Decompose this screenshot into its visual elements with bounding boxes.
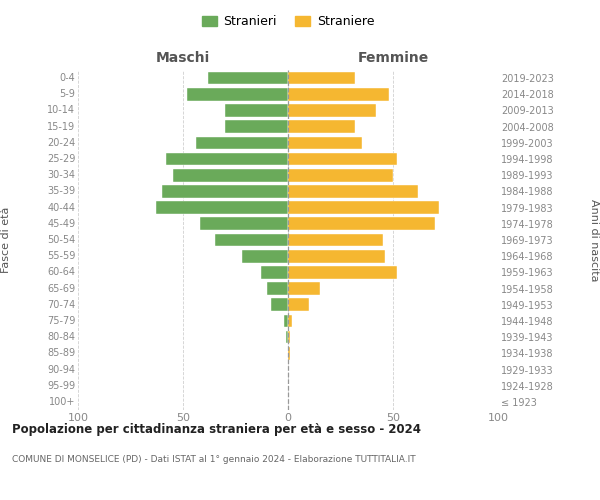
Bar — [173, 169, 288, 181]
Bar — [288, 185, 418, 198]
Bar — [288, 152, 397, 166]
Bar — [288, 347, 290, 360]
Bar — [286, 331, 288, 344]
Bar — [166, 152, 288, 166]
Bar — [288, 202, 439, 214]
Bar — [288, 136, 361, 149]
Bar — [288, 104, 376, 117]
Bar — [200, 218, 288, 230]
Bar — [162, 185, 288, 198]
Text: Anni di nascita: Anni di nascita — [589, 198, 599, 281]
Bar — [288, 250, 385, 262]
Bar — [288, 234, 383, 246]
Bar — [196, 136, 288, 149]
Text: Femmine: Femmine — [358, 51, 428, 65]
Text: Maschi: Maschi — [156, 51, 210, 65]
Bar — [288, 331, 290, 344]
Bar — [225, 104, 288, 117]
Bar — [288, 72, 355, 85]
Bar — [288, 218, 435, 230]
Bar — [288, 120, 355, 133]
Legend: Stranieri, Straniere: Stranieri, Straniere — [198, 11, 378, 32]
Bar — [267, 282, 288, 295]
Bar — [242, 250, 288, 262]
Bar — [288, 282, 320, 295]
Bar — [288, 88, 389, 101]
Text: Popolazione per cittadinanza straniera per età e sesso - 2024: Popolazione per cittadinanza straniera p… — [12, 422, 421, 436]
Bar — [288, 314, 292, 328]
Bar — [260, 266, 288, 278]
Bar — [187, 88, 288, 101]
Bar — [284, 314, 288, 328]
Bar — [225, 120, 288, 133]
Bar — [155, 202, 288, 214]
Text: Fasce di età: Fasce di età — [1, 207, 11, 273]
Text: COMUNE DI MONSELICE (PD) - Dati ISTAT al 1° gennaio 2024 - Elaborazione TUTTITAL: COMUNE DI MONSELICE (PD) - Dati ISTAT al… — [12, 455, 416, 464]
Bar — [288, 169, 393, 181]
Bar — [288, 298, 309, 311]
Bar — [208, 72, 288, 85]
Bar — [271, 298, 288, 311]
Bar — [215, 234, 288, 246]
Bar — [288, 266, 397, 278]
